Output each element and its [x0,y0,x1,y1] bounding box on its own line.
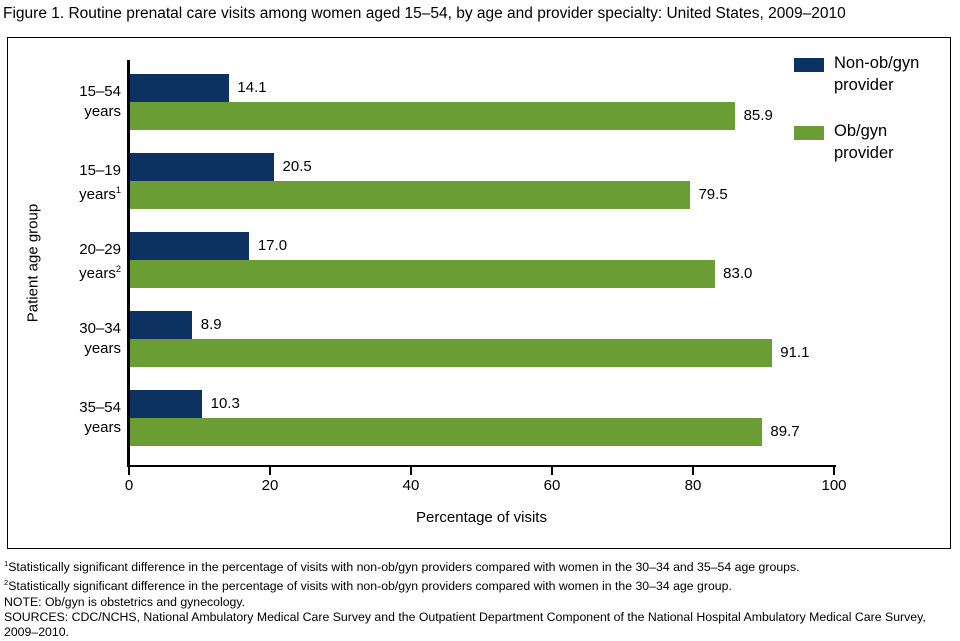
x-axis-tick [551,467,553,475]
bar-non-ob-gyn-provider [129,74,229,102]
x-axis-tick [692,467,694,475]
x-axis-line [127,464,836,467]
bar-value-label: 83.0 [723,265,753,282]
category-label: 15–19 years1 [79,162,121,203]
x-axis-tick-label: 20 [261,477,279,494]
chart-area: Patient age group 15–54 years 14.1 85.9 15–1… [7,37,951,549]
figure-title: Figure 1. Routine prenatal care visits a… [3,5,846,22]
x-axis-tick [833,467,835,475]
bar-group: 20–29 years2 17.0 83.0 [79,232,834,288]
bar-group: 30–34 years 8.9 91.1 [79,311,834,367]
bar-ob-gyn-provider [129,339,772,367]
bar-value-label: 85.9 [743,107,773,124]
x-axis-tick [128,467,130,475]
bar-value-label: 17.0 [257,237,288,254]
legend-swatch [794,58,824,72]
plot-area: 15–54 years 14.1 85.9 15–19 years1 20.5 79.5 20–… [79,60,847,494]
bar-non-ob-gyn-provider [129,153,275,181]
bar-ob-gyn-provider [129,181,690,209]
x-axis-tick-label: 80 [684,477,702,494]
footnote: 1Statistically significant difference in… [4,559,800,575]
category-label: 20–29 years2 [79,241,121,282]
bar-group: 15–19 years1 20.5 79.5 [79,153,834,209]
bar-ob-gyn-provider [129,260,715,288]
bar-value-label: 14.1 [237,79,267,96]
bar-value-label: 89.7 [770,423,800,440]
x-axis-tick-label: 40 [402,477,420,494]
bar-value-label: 8.9 [200,316,222,333]
legend-label: Ob/gyn provider [834,122,894,162]
y-axis-line [127,60,130,467]
footnote: SOURCES: CDC/NCHS, National Ambulatory M… [4,610,926,640]
legend-entry: Non-ob/gyn provider [794,52,919,96]
x-axis-tick [410,467,412,475]
bar-value-label: 91.1 [780,344,810,361]
bar-value-label: 10.3 [210,395,240,412]
x-axis-tick-label: 60 [543,477,561,494]
legend-swatch [794,126,824,140]
bar-non-ob-gyn-provider [129,311,193,339]
bar-non-ob-gyn-provider [129,232,250,260]
x-axis-tick [269,467,271,475]
footnote: 2Statistically significant difference in… [4,578,732,594]
category-label: 15–54 years [79,83,121,120]
bar-ob-gyn-provider [129,102,736,130]
x-axis-tick-label: 0 [124,477,134,494]
bar-value-label: 79.5 [698,186,728,203]
category-label: 35–54 years [79,399,121,436]
bar-value-label: 20.5 [282,158,312,175]
x-axis-title: Percentage of visits [416,509,547,526]
bar-ob-gyn-provider [129,418,762,446]
bar-group: 15–54 years 14.1 85.9 [79,74,834,130]
legend-label: Non-ob/gyn provider [834,54,920,94]
x-axis-tick-label: 100 [821,477,847,494]
legend-entry: Ob/gyn provider [794,120,894,164]
bar-group: 35–54 years 10.3 89.7 [79,390,834,446]
footnote: NOTE: Ob/gyn is obstetrics and gynecolog… [4,594,246,609]
category-label: 30–34 years [79,320,121,357]
footnotes: 1Statistically significant difference in… [4,556,956,641]
bar-non-ob-gyn-provider [129,390,203,418]
